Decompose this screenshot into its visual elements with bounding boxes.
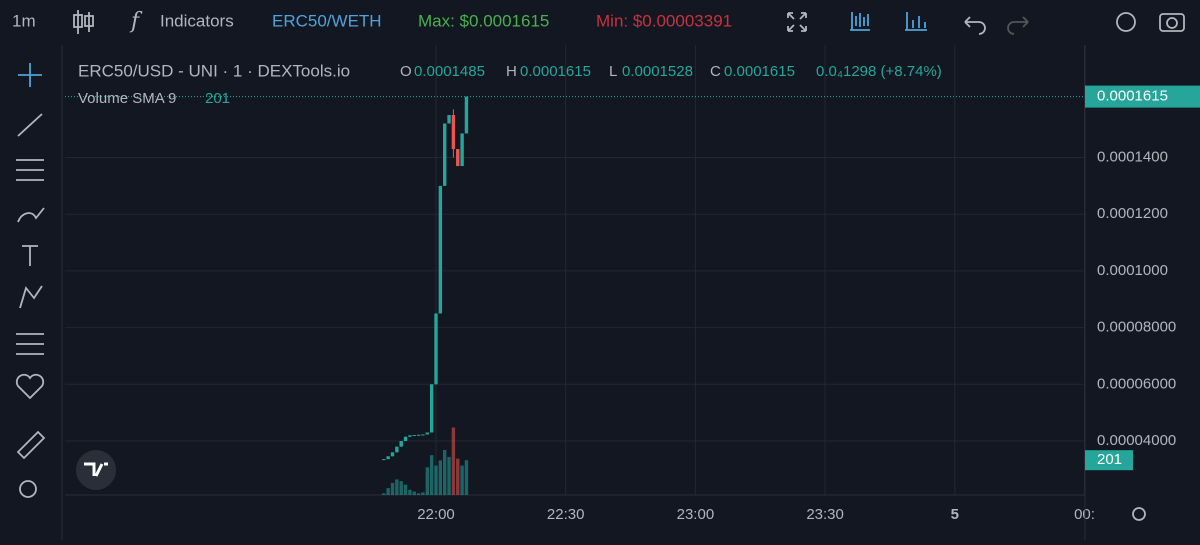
legend-o: 0.0001485 xyxy=(414,63,485,80)
last-price-label: 0.0001615 xyxy=(1097,88,1168,105)
pair[interactable]: ERC50/WETH xyxy=(272,11,382,30)
volume-bar xyxy=(425,467,429,495)
candle-body xyxy=(412,435,416,437)
volume-bar xyxy=(399,481,403,495)
plot: 22:00 22:30 23:00 23:30 5 00:0.000040000.0000… xyxy=(65,45,1200,540)
axis-settings-icon[interactable] xyxy=(1132,507,1146,521)
volume-bar xyxy=(408,489,412,495)
chart-icon-1[interactable] xyxy=(850,12,870,31)
camera-icon[interactable] xyxy=(1159,13,1185,32)
x-tick-label: 22:30 xyxy=(547,506,585,523)
volume-bar xyxy=(456,458,460,495)
volume-bar xyxy=(403,484,408,495)
volume-bar xyxy=(412,491,416,495)
candle-body xyxy=(456,149,460,167)
volume-bar xyxy=(386,488,390,495)
settings-icon[interactable] xyxy=(1116,12,1136,32)
volume-bar xyxy=(434,465,438,495)
left-toolbar xyxy=(15,63,46,498)
last-price-box xyxy=(1085,85,1200,108)
candle-body xyxy=(416,434,421,436)
candle-body xyxy=(421,434,425,436)
fullscreen-icon[interactable] xyxy=(787,12,807,32)
candle-body xyxy=(429,384,434,433)
volume-bar xyxy=(382,493,386,495)
pattern-tool[interactable] xyxy=(19,285,43,309)
volume-bar xyxy=(395,479,399,495)
logo-mark xyxy=(84,462,108,477)
candle-body xyxy=(403,436,408,441)
candle-body xyxy=(447,115,451,124)
legend-h-label: H xyxy=(506,63,517,80)
volume-bar xyxy=(429,455,434,495)
last-volume-box xyxy=(1085,450,1133,471)
candle-body xyxy=(382,459,386,461)
volume-bar xyxy=(390,482,395,495)
y-tick-label: 0.0001400 xyxy=(1097,149,1168,166)
legend-h: 0.0001615 xyxy=(520,63,591,80)
favorite-tool[interactable] xyxy=(15,373,45,400)
max-price: Max: $0.0001615 xyxy=(418,11,549,30)
candle-body xyxy=(390,452,395,457)
volume-bar xyxy=(447,456,451,495)
crosshair-tool[interactable] xyxy=(18,63,42,87)
volume-bar xyxy=(443,450,447,495)
candle-body xyxy=(443,123,447,186)
legend-c-label: C xyxy=(710,63,721,80)
prediction-tool[interactable] xyxy=(16,333,44,355)
last-volume-label: 201 xyxy=(1097,451,1122,468)
top-toolbar: 1m f Indicators ERC50/WETH Max: $0.00016… xyxy=(12,9,1185,35)
legend-title: ERC50/USD - UNI · 1 · DEXTools.io xyxy=(78,61,350,80)
volume-bar xyxy=(460,465,464,495)
candle-body xyxy=(399,441,403,447)
logo xyxy=(76,450,116,490)
volume-value: 201 xyxy=(205,90,230,107)
candle-body xyxy=(408,435,412,437)
fib-tool[interactable] xyxy=(16,159,44,181)
volume-bar xyxy=(421,492,425,495)
candle-body xyxy=(434,313,438,385)
candle-body xyxy=(425,432,429,435)
y-tick-label: 0.00004000 xyxy=(1097,432,1176,449)
y-tick-label: 0.00006000 xyxy=(1097,375,1176,392)
candle-body xyxy=(460,133,464,167)
legend-l-label: L xyxy=(609,63,617,80)
candle-body xyxy=(451,115,456,150)
candle-body xyxy=(464,96,469,134)
zoom-tool[interactable] xyxy=(19,480,37,498)
chart-icon-2[interactable] xyxy=(905,12,927,31)
text-tool[interactable] xyxy=(22,245,38,266)
x-tick-label: 23:30 xyxy=(806,506,844,523)
line-tool[interactable] xyxy=(17,113,43,137)
y-tick-label: 0.0001000 xyxy=(1097,262,1168,279)
legend-c: 0.0001615 xyxy=(724,63,795,80)
legend-o-label: O xyxy=(400,63,412,80)
x-tick-label: 22:00 xyxy=(417,506,455,523)
volume-bar xyxy=(416,493,421,495)
y-tick-label: 0.0001200 xyxy=(1097,205,1168,222)
indicators[interactable]: Indicators xyxy=(160,11,234,30)
volume-bar xyxy=(451,427,456,495)
undo-icon[interactable] xyxy=(964,16,986,35)
volume-bar xyxy=(438,460,443,495)
candles-icon[interactable] xyxy=(73,10,94,34)
brush-tool[interactable] xyxy=(17,207,45,223)
candle-body xyxy=(386,456,390,460)
ruler-tool[interactable] xyxy=(16,430,46,460)
candle-body xyxy=(438,185,443,314)
volume-bar xyxy=(464,460,469,495)
volume-label: Volume SMA 9 xyxy=(78,90,176,107)
candle-body xyxy=(395,446,399,453)
x-tick-label: 23:00 xyxy=(677,506,715,523)
interval[interactable]: 1m xyxy=(12,11,36,30)
legend-change: 0.0₄1298 (+8.74%) xyxy=(816,63,942,80)
min-price: Min: $0.00003391 xyxy=(596,11,732,30)
x-tick-label: 5 xyxy=(951,506,959,523)
y-tick-label: 0.00008000 xyxy=(1097,319,1176,336)
legend-l: 0.0001528 xyxy=(622,63,693,80)
redo-icon[interactable] xyxy=(1007,16,1029,35)
